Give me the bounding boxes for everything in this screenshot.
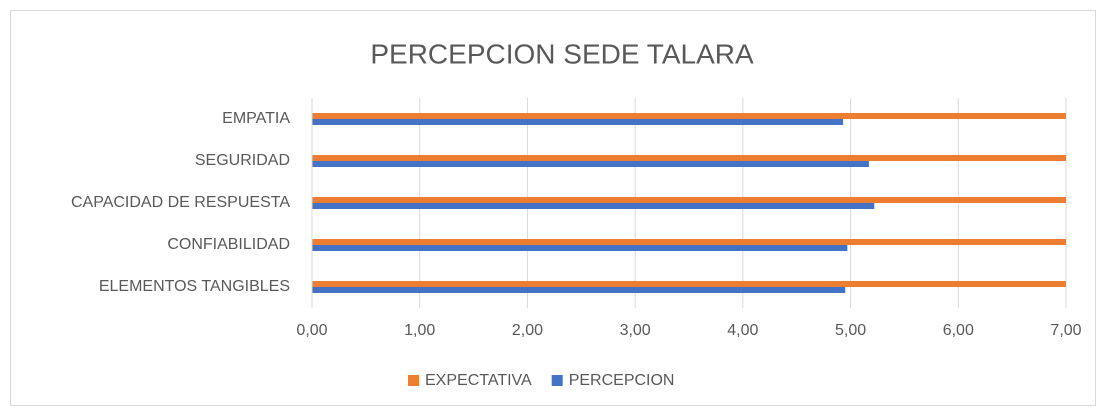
bar (312, 281, 1066, 287)
y-tick-label: CAPACIDAD DE RESPUESTA (71, 194, 290, 211)
legend-label: PERCEPCION (569, 372, 675, 389)
x-tick-label: 1,00 (404, 322, 435, 339)
bar (312, 161, 869, 167)
y-tick-label: EMPATIA (222, 110, 290, 127)
legend-swatch (408, 375, 419, 386)
bar (312, 197, 1066, 203)
bar (312, 203, 875, 209)
bar (312, 287, 846, 293)
legend-swatch (551, 375, 563, 386)
x-tick-label: 4,00 (727, 322, 758, 339)
y-tick-label: SEGURIDAD (195, 152, 290, 169)
y-tick-label: ELEMENTOS TANGIBLES (99, 278, 290, 295)
legend-label: EXPECTATIVA (425, 372, 532, 389)
x-tick-label: 3,00 (620, 322, 651, 339)
y-tick-label: CONFIABILIDAD (167, 236, 290, 253)
x-tick-label: 6,00 (943, 322, 974, 339)
bar (312, 119, 844, 125)
x-tick-label: 0,00 (296, 322, 327, 339)
bar (312, 155, 1066, 161)
bar (312, 113, 1066, 119)
chart-title: PERCEPCION SEDE TALARA (370, 38, 754, 69)
bar (312, 245, 848, 251)
x-tick-label: 7,00 (1050, 322, 1081, 339)
bar (312, 239, 1066, 245)
x-tick-label: 5,00 (835, 322, 866, 339)
x-tick-label: 2,00 (512, 322, 543, 339)
